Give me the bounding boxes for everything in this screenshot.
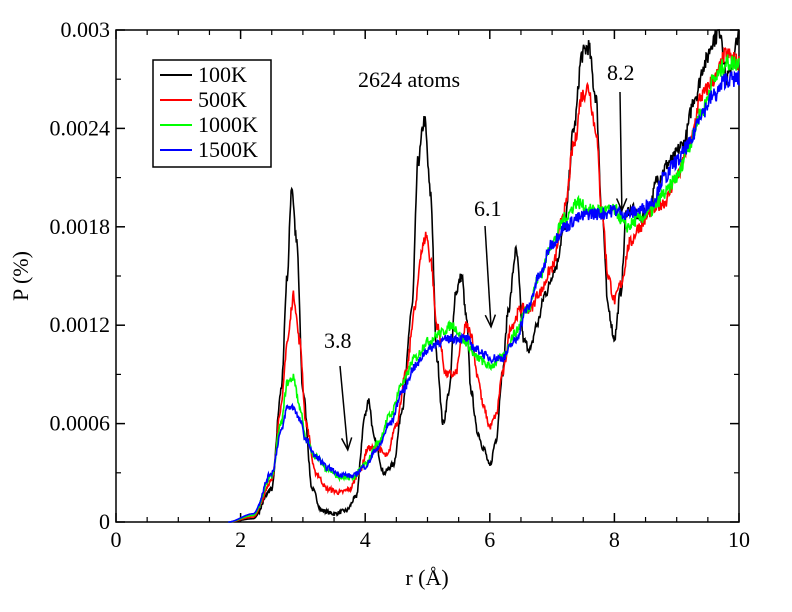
annotation-arrows: 3.8 6.1 8.2 [324,60,635,452]
legend-label-1500K: 1500K [198,137,258,162]
arrow-label: 8.2 [607,60,635,85]
x-ticks: 0 2 4 6 8 10 [111,30,750,552]
y-tick-label: 0 [99,509,110,534]
arrow-label: 3.8 [324,328,352,353]
y-ticks: 0 0.0006 0.0012 0.0018 0.0024 0.003 [50,17,739,534]
x-tick-label: 6 [484,527,495,552]
y-tick-label: 0.0006 [50,411,111,436]
arrow-shaft [339,365,349,450]
legend-label-100K: 100K [198,62,247,87]
x-tick-label: 10 [728,527,750,552]
x-axis-label: r (Å) [405,565,448,590]
legend-label-500K: 500K [198,87,247,112]
arrow-shaft [619,91,623,211]
x-tick-label: 4 [360,527,371,552]
arrow-shaft [484,225,492,327]
x-tick-label: 8 [609,527,620,552]
series-line-100K [228,29,740,523]
x-tick-label: 2 [235,527,246,552]
series-layer [228,29,740,523]
y-tick-label: 0.0024 [50,115,111,140]
atoms-annotation: 2624 atoms [358,67,460,92]
y-tick-label: 0.003 [61,17,111,42]
x-tick-label: 0 [111,527,122,552]
arrow-head [615,198,628,213]
arrow-head [340,437,353,452]
legend-label-1000K: 1000K [198,112,258,137]
arrow-label: 6.1 [474,196,502,221]
series-line-1000K [228,54,740,523]
series-line-1500K [228,70,740,523]
y-tick-label: 0.0018 [50,214,111,239]
arrow-head [484,314,497,329]
y-tick-label: 0.0012 [50,312,111,337]
y-axis-label: P (%) [8,251,33,301]
